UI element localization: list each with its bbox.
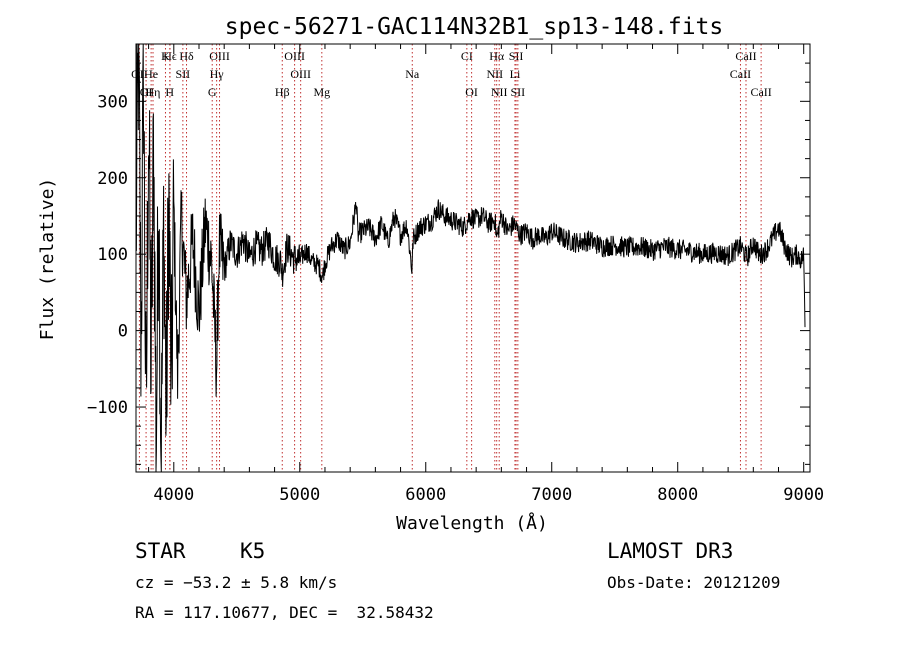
x-tick-label-3: 7000 — [531, 485, 572, 505]
x-axis-label: Wavelength (Å) — [396, 512, 548, 534]
line-label-23: Mg — [313, 85, 330, 99]
coords-label: RA = 117.10677, DEC = 32.58432 — [135, 603, 434, 622]
plot-frame — [135, 43, 811, 473]
line-label-7: SII — [509, 49, 524, 63]
line-label-21: G — [208, 85, 217, 99]
line-label-4: OIII — [284, 49, 305, 63]
obs-date-label: Obs-Date: 20121209 — [607, 573, 781, 592]
x-tick-label-1: 5000 — [279, 485, 320, 505]
class-label: STAR — [135, 539, 186, 563]
y-axis-label: Flux (relative) — [37, 178, 58, 341]
y-tick-label-4: 300 — [97, 92, 128, 112]
line-label-26: SII — [511, 85, 526, 99]
line-label-24: OI — [465, 85, 478, 99]
line-label-15: NII — [486, 67, 503, 81]
y-tick-label-2: 100 — [97, 245, 128, 265]
line-label-17: CaII — [730, 67, 751, 81]
y-tick-label-1: 0 — [118, 322, 128, 342]
line-label-8: CaII — [735, 49, 756, 63]
line-label-1: K — [161, 49, 170, 63]
line-label-25: NII — [491, 85, 508, 99]
x-tick-label-5: 9000 — [783, 485, 824, 505]
x-tick-label-4: 8000 — [657, 485, 698, 505]
x-tick-label-0: 4000 — [153, 485, 194, 505]
axes-layer: 4000 5000 6000 7000 8000 9000 −100 0 100 200 300 — [87, 43, 824, 505]
line-label-11: SII — [176, 67, 191, 81]
survey-label: LAMOST DR3 — [607, 539, 734, 563]
line-label-19: Hη — [146, 85, 161, 99]
line-label-13: OIII — [290, 67, 311, 81]
line-label-2: Hδ — [179, 49, 194, 63]
y-tick-label-3: 200 — [97, 169, 128, 189]
subclass-label: K5 — [240, 539, 266, 563]
line-label-12: Hγ — [210, 67, 225, 81]
cz-label: cz = −53.2 ± 5.8 km/s — [135, 573, 338, 592]
line-label-5: CI — [461, 49, 473, 63]
line-label-14: Na — [405, 67, 420, 81]
line-label-27: CaII — [750, 85, 771, 99]
line-label-22: Hβ — [275, 85, 290, 99]
chart-title: spec-56271-GAC114N32B1_sp13-148.fits — [225, 14, 724, 40]
line-label-3: OIII — [209, 49, 230, 63]
line-label-6: Hα — [489, 49, 505, 63]
line-label-16: Li — [510, 67, 521, 81]
series-line-flux — [135, 43, 806, 473]
series-layer — [135, 43, 806, 473]
y-tick-label-0: −100 — [87, 398, 128, 418]
x-tick-label-2: 6000 — [405, 485, 446, 505]
line-label-10: He — [144, 67, 158, 81]
line-label-20: H — [165, 85, 174, 99]
